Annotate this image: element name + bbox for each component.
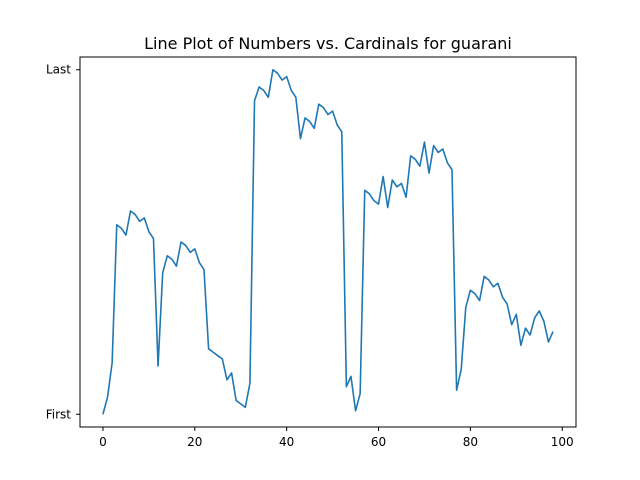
chart-title: Line Plot of Numbers vs. Cardinals for g… — [144, 34, 512, 53]
x-axis: 0 20 40 60 80 100 — [99, 427, 574, 449]
x-tick-label: 0 — [99, 435, 107, 449]
y-tick-label: First — [46, 407, 72, 421]
x-tick-label: 80 — [463, 435, 478, 449]
plot-area — [79, 56, 577, 428]
x-tick-label: 40 — [279, 435, 294, 449]
y-axis: First Last — [46, 63, 80, 421]
x-tick-label: 20 — [187, 435, 202, 449]
x-tick-label: 60 — [371, 435, 386, 449]
series-layer — [102, 68, 554, 415]
series-line — [102, 68, 554, 415]
x-tick-label: 100 — [551, 435, 574, 449]
y-tick-label: Last — [46, 63, 71, 77]
